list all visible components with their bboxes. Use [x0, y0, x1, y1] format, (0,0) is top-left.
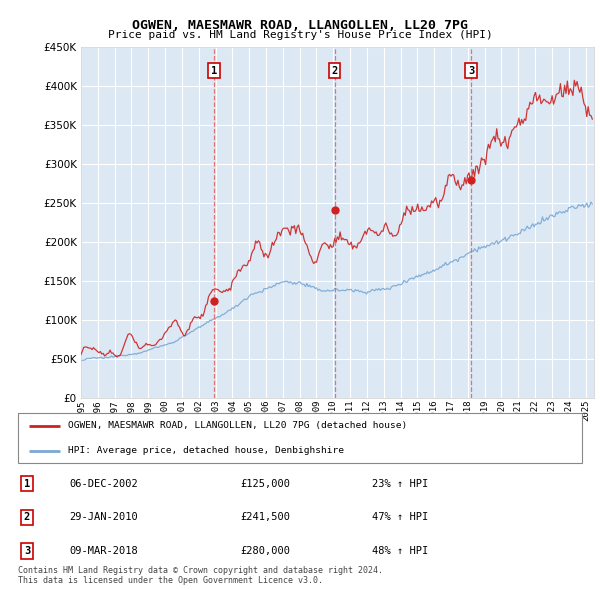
Text: 06-DEC-2002: 06-DEC-2002	[69, 479, 138, 489]
Text: £280,000: £280,000	[240, 546, 290, 556]
Text: HPI: Average price, detached house, Denbighshire: HPI: Average price, detached house, Denb…	[68, 446, 344, 455]
Text: 1: 1	[24, 479, 30, 489]
Text: 2: 2	[332, 65, 338, 76]
Text: OGWEN, MAESMAWR ROAD, LLANGOLLEN, LL20 7PG: OGWEN, MAESMAWR ROAD, LLANGOLLEN, LL20 7…	[132, 19, 468, 32]
Text: 23% ↑ HPI: 23% ↑ HPI	[372, 479, 428, 489]
Text: 2: 2	[24, 513, 30, 522]
Text: Contains HM Land Registry data © Crown copyright and database right 2024.
This d: Contains HM Land Registry data © Crown c…	[18, 566, 383, 585]
Text: Price paid vs. HM Land Registry's House Price Index (HPI): Price paid vs. HM Land Registry's House …	[107, 30, 493, 40]
Text: 47% ↑ HPI: 47% ↑ HPI	[372, 513, 428, 522]
Text: £241,500: £241,500	[240, 513, 290, 522]
Text: 48% ↑ HPI: 48% ↑ HPI	[372, 546, 428, 556]
Text: 09-MAR-2018: 09-MAR-2018	[69, 546, 138, 556]
Text: OGWEN, MAESMAWR ROAD, LLANGOLLEN, LL20 7PG (detached house): OGWEN, MAESMAWR ROAD, LLANGOLLEN, LL20 7…	[68, 421, 407, 430]
Text: £125,000: £125,000	[240, 479, 290, 489]
Text: 29-JAN-2010: 29-JAN-2010	[69, 513, 138, 522]
Text: 1: 1	[211, 65, 217, 76]
Text: 3: 3	[468, 65, 474, 76]
Text: 3: 3	[24, 546, 30, 556]
FancyBboxPatch shape	[18, 413, 582, 463]
